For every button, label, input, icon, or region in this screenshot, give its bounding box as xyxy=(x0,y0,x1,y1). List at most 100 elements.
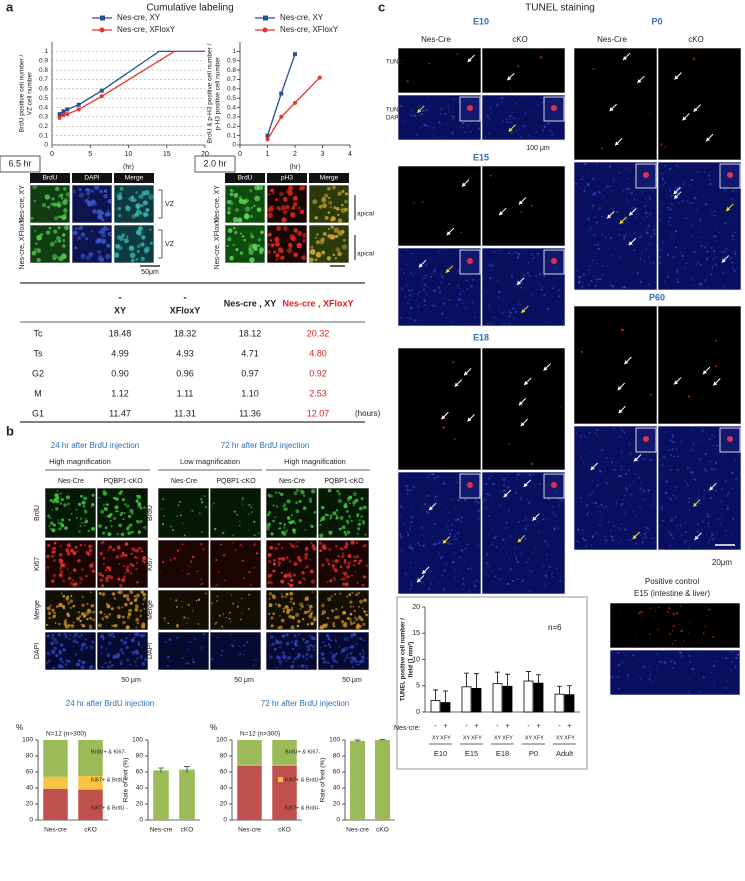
table-cell: 0.90 xyxy=(111,368,129,378)
cell xyxy=(507,486,509,488)
cell xyxy=(293,532,295,534)
cell xyxy=(353,555,356,558)
label: - xyxy=(118,293,121,304)
cell xyxy=(544,540,546,542)
cell xyxy=(186,574,187,575)
cell xyxy=(278,659,282,663)
cell xyxy=(410,582,411,583)
cell xyxy=(412,485,413,486)
cell xyxy=(299,187,302,190)
cell xyxy=(425,277,426,278)
cell xyxy=(329,579,332,582)
cell xyxy=(335,608,338,611)
cell xyxy=(727,505,728,506)
cell xyxy=(592,204,594,206)
cell xyxy=(421,527,423,529)
cell xyxy=(278,247,284,253)
cell xyxy=(56,605,59,608)
cell xyxy=(356,555,359,558)
cell xyxy=(170,559,172,561)
cell xyxy=(290,601,292,603)
cell xyxy=(316,233,319,236)
cell xyxy=(76,617,80,621)
cell xyxy=(325,513,328,516)
cell xyxy=(703,196,704,197)
cell xyxy=(585,187,587,189)
cell xyxy=(497,296,499,298)
table-cell: 1.10 xyxy=(241,388,259,398)
cell xyxy=(552,572,553,573)
cell xyxy=(122,607,124,609)
cell xyxy=(561,500,563,502)
micrograph xyxy=(658,306,741,424)
cell xyxy=(338,493,341,496)
cell xyxy=(84,525,86,527)
cell xyxy=(535,275,536,276)
cell xyxy=(443,570,445,572)
cell xyxy=(249,189,252,192)
cell xyxy=(216,584,218,586)
stage-label: E18 xyxy=(473,332,489,342)
cell xyxy=(446,123,447,124)
y-tick-label: 100 xyxy=(22,737,33,744)
cell xyxy=(456,125,457,126)
cell xyxy=(68,577,72,581)
label: c xyxy=(378,0,385,14)
cell xyxy=(196,600,197,601)
cell xyxy=(363,505,367,509)
cell xyxy=(535,548,536,549)
cell xyxy=(55,187,60,192)
cell xyxy=(334,228,339,233)
cell xyxy=(81,232,85,236)
y-tick-label: 0.1 xyxy=(39,132,48,139)
cell xyxy=(491,569,493,571)
bar xyxy=(350,741,365,820)
cell xyxy=(230,193,233,196)
cell xyxy=(433,127,435,129)
cell xyxy=(414,319,416,321)
cell xyxy=(70,607,72,609)
cell xyxy=(611,676,613,678)
cell xyxy=(670,498,672,500)
cell xyxy=(460,516,462,518)
cell xyxy=(236,514,238,516)
cell xyxy=(179,501,181,503)
cell xyxy=(287,248,292,253)
cell xyxy=(434,137,435,138)
cell xyxy=(611,536,613,538)
cell xyxy=(349,502,351,504)
inset-cell xyxy=(551,105,557,111)
cell xyxy=(459,288,460,289)
cell xyxy=(410,547,412,549)
cell xyxy=(92,618,95,621)
cell xyxy=(699,462,700,463)
cell xyxy=(517,561,520,564)
cell xyxy=(291,641,293,643)
cell xyxy=(126,646,129,649)
cell xyxy=(462,302,463,303)
column-header: PQBP1-cKO xyxy=(216,478,256,485)
cell xyxy=(409,527,411,529)
cell xyxy=(496,104,498,106)
cell xyxy=(319,524,321,526)
cell xyxy=(419,590,420,591)
cell xyxy=(707,250,709,252)
cell xyxy=(104,613,106,615)
cell xyxy=(304,553,308,557)
cell xyxy=(711,468,713,470)
cell xyxy=(672,537,674,539)
cell xyxy=(618,436,620,438)
cell xyxy=(706,450,707,451)
cell xyxy=(101,584,104,587)
cell xyxy=(137,502,141,506)
cell xyxy=(119,236,124,241)
cell xyxy=(296,243,302,249)
level-label: + xyxy=(567,723,571,730)
cell xyxy=(605,481,607,483)
cell xyxy=(321,625,325,629)
label: E15 (intestine & liver) xyxy=(634,589,710,598)
cell xyxy=(513,105,514,106)
cell xyxy=(117,656,119,658)
cell xyxy=(695,672,696,673)
cell xyxy=(184,534,186,536)
